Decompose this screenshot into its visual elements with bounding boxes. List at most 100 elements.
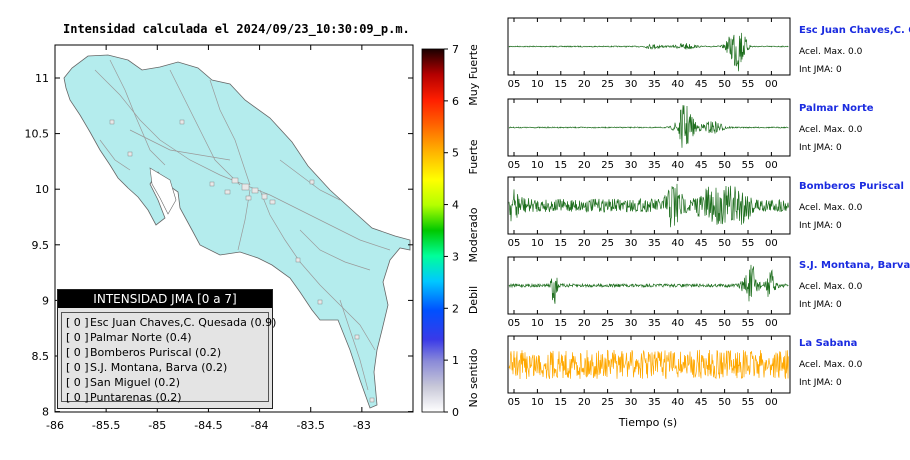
map-y-tick-label: 10.5 (25, 128, 50, 141)
legend-item-text: S.J. Montana, Barva (0.2) (90, 361, 228, 374)
waveform-tick-label: 45 (695, 160, 708, 171)
colorbar-gradient (421, 48, 445, 413)
station-name: Bomberos Puriscal (799, 181, 904, 192)
colorbar-class-label: Fuerte (467, 139, 480, 174)
waveform-tick-label: 40 (671, 79, 684, 90)
station-jma-intensity: Int JMA: 0 (799, 300, 842, 310)
waveform-tick-label: 45 (695, 238, 708, 249)
colorbar-class-label: Muy Fuerte (467, 44, 480, 106)
legend-item-text: San Miguel (0.2) (90, 376, 181, 389)
waveform-tick-label: 10 (531, 318, 544, 329)
waveform-tick-label: 45 (695, 318, 708, 329)
waveform-tick-label: 20 (578, 397, 591, 408)
waveform-panel: 05 10 15 20 25 30 35 40 45 50 55 00 (507, 17, 791, 90)
map-x-tick-label: -83 (353, 419, 371, 432)
intensity-legend: INTENSIDAD JMA [0 a 7] [ 0 ]Esc Juan Cha… (57, 289, 277, 409)
map-x-tick-label: -86 (46, 419, 64, 432)
waveform-tick-label: 30 (625, 238, 638, 249)
waveform-tick-label: 25 (601, 160, 614, 171)
waveform-tick-label: 20 (578, 238, 591, 249)
colorbar-class-label: No sentido (467, 348, 480, 407)
waveform-trace (508, 105, 789, 148)
waveform-tick-label: 40 (671, 397, 684, 408)
legend-item-level: [ 0 ] (66, 361, 89, 374)
waveform-tick-label: 15 (554, 160, 567, 171)
waveform-tick-label: 50 (718, 160, 731, 171)
waveform-panels: 05 10 15 20 25 30 35 40 45 50 55 00 05 10 15 20 25 30 35 40… (507, 17, 791, 429)
legend-item-text: Puntarenas (0.2) (90, 391, 182, 404)
costa-rica-land (63, 54, 411, 409)
waveform-tick-label: 05 (508, 318, 521, 329)
city-markers (109, 119, 375, 403)
colorbar-tick-label: 0 (452, 406, 459, 419)
colorbar-tick-label: 3 (452, 250, 459, 263)
colorbar-class-label: Debil (467, 286, 480, 314)
waveform-tick-label: 30 (625, 318, 638, 329)
waveform-tick-label: 10 (531, 397, 544, 408)
station-name: La Sabana (799, 338, 858, 349)
legend-item-text: Bomberos Puriscal (0.2) (90, 346, 222, 359)
waveform-trace (508, 32, 789, 72)
waveform-trace (508, 264, 789, 304)
legend-item-text: Esc Juan Chaves,C. Quesada (0.9) (90, 316, 277, 329)
waveform-tick-label: 00 (765, 397, 778, 408)
waveform-tick-label: 45 (695, 397, 708, 408)
waveform-tick-label: 20 (578, 79, 591, 90)
colorbar-tick-label: 5 (452, 147, 459, 160)
station-name: Esc Juan Chaves,C. Qu (799, 25, 910, 36)
waveform-tick-label: 25 (601, 238, 614, 249)
legend-item: [ 0 ]S.J. Montana, Barva (0.2) (66, 360, 268, 375)
colorbar-class-label: Moderado (467, 207, 480, 262)
time-axis-label: Tiempo (s) (618, 416, 677, 429)
legend-item: [ 0 ]Puntarenas (0.2) (66, 390, 268, 405)
waveform-tick-label: 05 (508, 160, 521, 171)
waveform-tick-label: 35 (648, 397, 661, 408)
waveform-panel: 05 10 15 20 25 30 35 40 45 50 55 00 (507, 256, 791, 329)
map-y-tick-label: 8.5 (32, 350, 50, 363)
map-x-tick-label: -83.5 (296, 419, 324, 432)
waveform-tick-label: 00 (765, 238, 778, 249)
legend-title: INTENSIDAD JMA [0 a 7] (58, 290, 272, 308)
colorbar-tick-label: 4 (452, 199, 459, 212)
waveform-tick-label: 25 (601, 79, 614, 90)
station-name: S.J. Montana, Barva (799, 260, 910, 271)
colorbar-tick-label: 2 (452, 302, 459, 315)
waveform-tick-label: 20 (578, 160, 591, 171)
waveform-tick-label: 50 (718, 79, 731, 90)
legend-item-level: [ 0 ] (66, 376, 89, 389)
legend-item-level: [ 0 ] (66, 346, 89, 359)
map-axes: -86 -85.5 -85 -84.5 -84 -83.5 -83 11 10.5 10 9.5 9 8… (25, 45, 413, 432)
station-max-accel: Acel. Max. 0.0 (799, 360, 863, 370)
map-title: Intensidad calculada el 2024/09/23_10:30… (63, 22, 410, 36)
map-x-tick-label: -84.5 (194, 419, 222, 432)
waveform-tick-label: 35 (648, 318, 661, 329)
waveform-tick-label: 55 (742, 318, 755, 329)
waveform-tick-label: 00 (765, 160, 778, 171)
waveform-tick-label: 50 (718, 318, 731, 329)
station-jma-intensity: Int JMA: 0 (799, 143, 842, 153)
waveform-tick-label: 40 (671, 318, 684, 329)
waveform-tick-label: 15 (554, 318, 567, 329)
waveform-tick-label: 30 (625, 79, 638, 90)
map-y-tick-label: 10 (35, 183, 49, 196)
map-x-tick-label: -85.5 (92, 419, 120, 432)
legend-item-text: Palmar Norte (0.4) (90, 331, 192, 344)
waveform-tick-label: 05 (508, 397, 521, 408)
waveform-tick-label: 20 (578, 318, 591, 329)
station-max-accel: Acel. Max. 0.0 (799, 203, 863, 213)
legend-item-level: [ 0 ] (66, 316, 89, 329)
waveform-tick-label: 10 (531, 238, 544, 249)
legend-item-level: [ 0 ] (66, 391, 89, 404)
waveform-panel: 05 10 15 20 25 30 35 40 45 50 55 00 (507, 98, 791, 171)
station-max-accel: Acel. Max. 0.0 (799, 282, 863, 292)
waveform-tick-label: 00 (765, 79, 778, 90)
station-jma-intensity: Int JMA: 0 (799, 221, 842, 231)
map-y-tick-label: 9 (42, 294, 49, 307)
waveform-tick-label: 35 (648, 160, 661, 171)
map-y-tick-label: 9.5 (32, 239, 50, 252)
waveform-tick-label: 55 (742, 397, 755, 408)
colorbar-tick-label: 1 (452, 354, 459, 367)
colorbar-tick-label: 7 (452, 43, 459, 56)
waveform-tick-label: 50 (718, 397, 731, 408)
station-max-accel: Acel. Max. 0.0 (799, 125, 863, 135)
